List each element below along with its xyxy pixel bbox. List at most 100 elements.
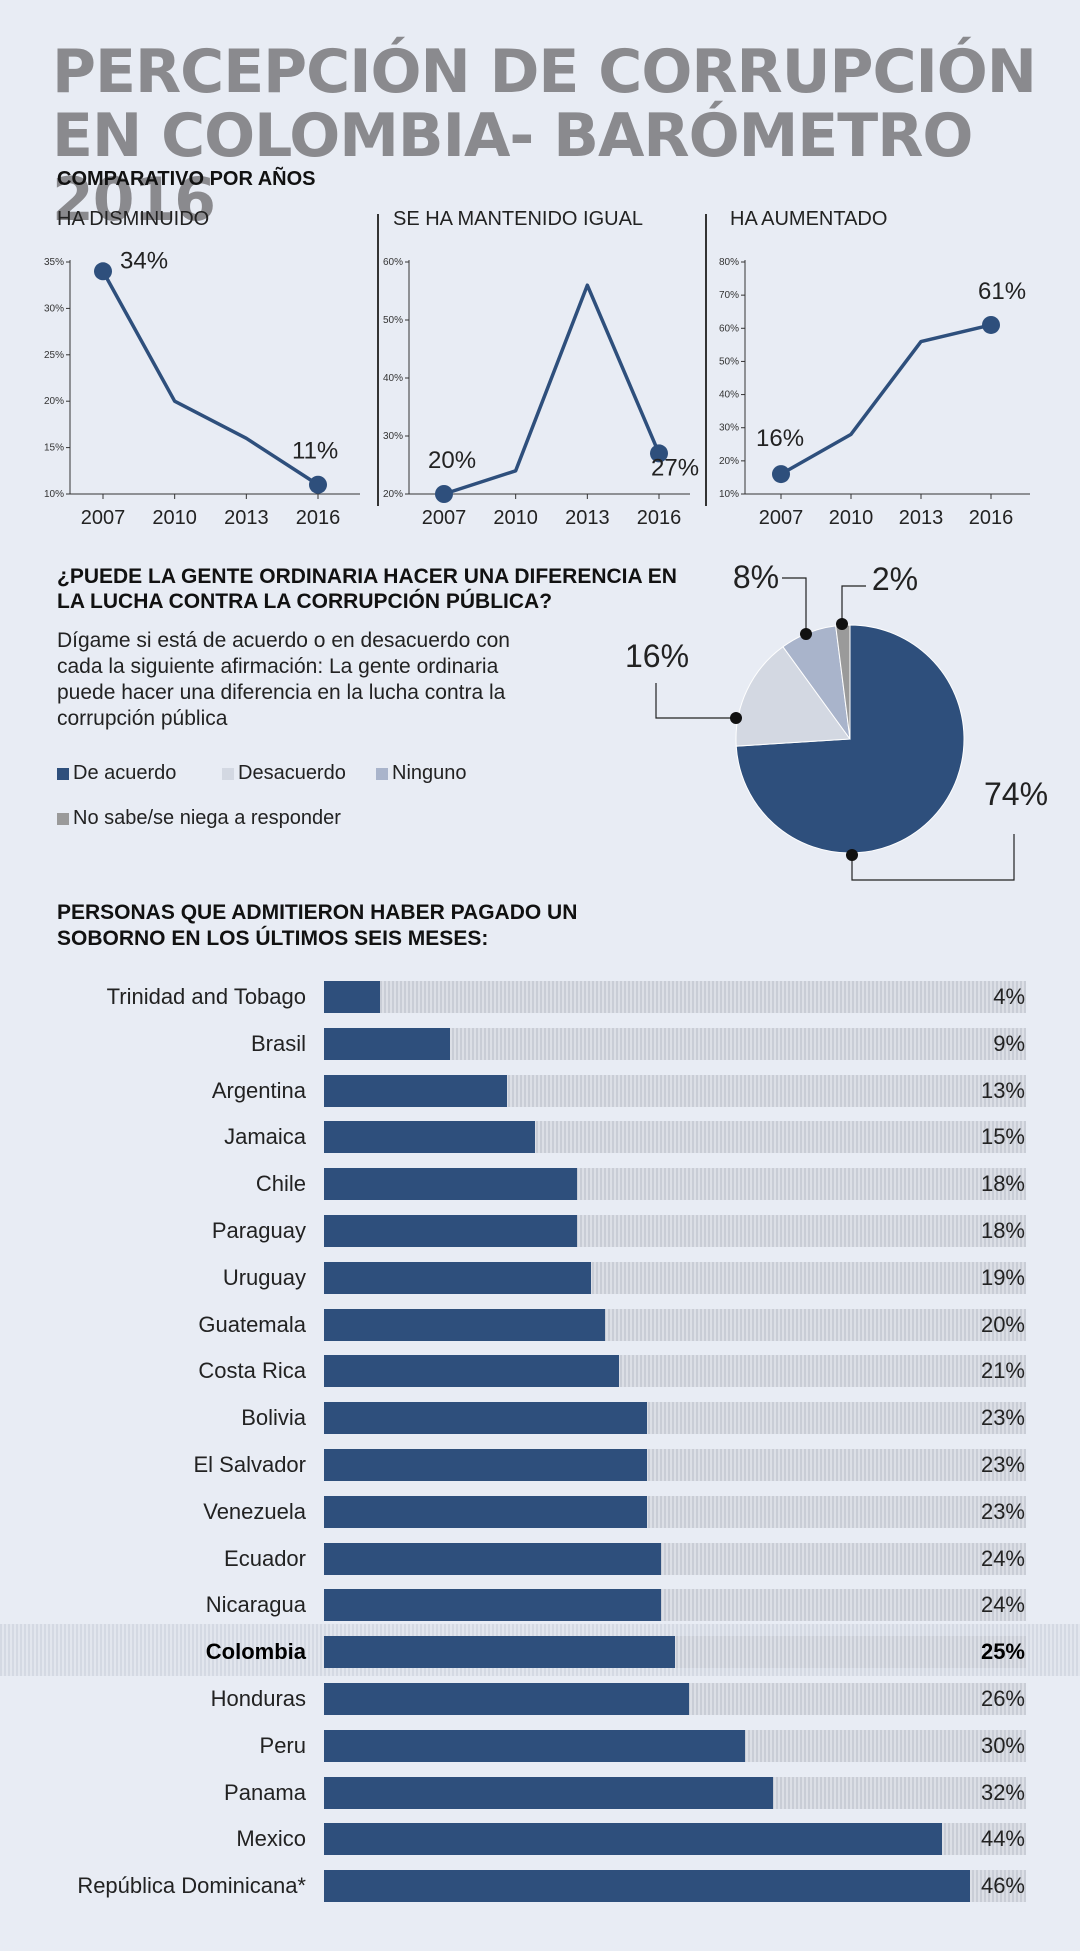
- bar-value-label: 46%: [980, 1873, 1025, 1899]
- bar-category-label: República Dominicana*: [77, 1873, 306, 1899]
- data-point: [650, 444, 668, 463]
- x-tick-label: 2013: [565, 507, 610, 529]
- bar-value-label: 19%: [980, 1264, 1025, 1290]
- bar-track: [324, 1074, 1026, 1107]
- bar-track: [324, 1449, 1026, 1481]
- y-tick-label: 10%: [719, 489, 739, 500]
- legend-swatch-no-answer: [57, 812, 69, 825]
- legend-item-no-answer: No sabe/se niega a responder: [57, 807, 341, 830]
- bar-track: [324, 1823, 1026, 1856]
- bar-row: Trinidad and Tobago 4%: [0, 979, 1080, 1015]
- slice-label: 74%: [984, 776, 1048, 812]
- y-tick-label: 30%: [44, 303, 64, 314]
- bar-category-label: Peru: [259, 1732, 306, 1758]
- x-tick-label: 2013: [224, 507, 269, 529]
- bar: [324, 1168, 577, 1201]
- bar-track: [324, 1870, 1026, 1903]
- leader-line: [655, 683, 736, 719]
- series-line: [443, 283, 661, 496]
- bar-category-label: Panama: [224, 1779, 306, 1805]
- bar-category-label: Uruguay: [222, 1264, 306, 1290]
- bar-row: Colombia 25%: [0, 1624, 1080, 1677]
- data-point: [94, 262, 112, 281]
- bar: [324, 1542, 661, 1575]
- x-tick-label: 2007: [81, 507, 126, 529]
- y-tick-label: 35%: [44, 257, 64, 268]
- legend-item-disagree: Desacuerdo: [222, 762, 346, 785]
- bar: [324, 1402, 647, 1435]
- x-tick-label: 2007: [422, 507, 467, 529]
- y-tick-label: 40%: [719, 390, 739, 401]
- bar-track: [324, 1636, 1026, 1669]
- bar: [324, 1683, 690, 1715]
- bar-row: Bolivia 23%: [0, 1400, 1080, 1436]
- bar-track: [324, 1542, 1026, 1575]
- bar-value-label: 9%: [993, 1030, 1025, 1056]
- line-chart-decreased: 10% 15% 20% 25% 30% 35% 2007 2010 2013 2016 34% 11%: [44, 247, 360, 529]
- bar-row: Peru 30%: [0, 1728, 1080, 1764]
- y-tick-label: 20%: [44, 396, 64, 407]
- legend-label: Ninguno: [392, 762, 467, 784]
- panel-separator: [705, 214, 707, 506]
- bar: [324, 1121, 535, 1154]
- x-tick-label: 2010: [493, 507, 538, 529]
- section-subtitle: COMPARATIVO POR AÑOS: [57, 168, 316, 190]
- data-label: 16%: [756, 425, 804, 452]
- bar: [324, 1636, 675, 1669]
- panel-title-decreased: HA DISMINUIDO: [57, 208, 210, 230]
- pie-prompt: Dígame si está de acuerdo o en desacuerd…: [57, 629, 510, 730]
- bar-row: Paraguay 18%: [0, 1213, 1080, 1249]
- panel-separator: [377, 214, 379, 506]
- bar-value-label: 18%: [980, 1171, 1025, 1197]
- legend-swatch-agree: [57, 767, 69, 780]
- bar-category-label: Bolivia: [241, 1405, 306, 1431]
- bar-row: Venezuela 23%: [0, 1494, 1080, 1530]
- bar-value-label: 32%: [980, 1779, 1025, 1805]
- bar-track: [324, 1121, 1026, 1154]
- panel-title-same: SE HA MANTENIDO IGUAL: [393, 208, 644, 230]
- bar-track: [324, 1729, 1026, 1762]
- pie-question: ¿PUEDE LA GENTE ORDINARIA HACER UNA DIFE…: [57, 565, 677, 613]
- leader-line: [851, 834, 1015, 881]
- bar-value-label: 21%: [980, 1358, 1025, 1384]
- bar: [324, 1355, 619, 1388]
- data-label: 20%: [428, 447, 476, 474]
- bar: [324, 1870, 970, 1903]
- bar-category-label: Ecuador: [224, 1545, 306, 1571]
- y-tick-label: 60%: [719, 323, 739, 334]
- y-tick-label: 30%: [719, 423, 739, 434]
- x-tick-label: 2013: [899, 507, 944, 529]
- slice-label: 2%: [872, 561, 918, 597]
- y-tick-label: 20%: [719, 456, 739, 467]
- bar-row: Mexico 44%: [0, 1821, 1080, 1857]
- data-point: [435, 485, 453, 503]
- bar: [324, 1589, 661, 1622]
- bar-value-label: 4%: [993, 984, 1025, 1009]
- x-tick-label: 2016: [296, 507, 341, 529]
- legend-swatch-none: [376, 767, 388, 780]
- bar-value-label: 20%: [980, 1311, 1025, 1337]
- bar-row: Brasil 9%: [0, 1026, 1080, 1062]
- bar-row: Nicaragua 24%: [0, 1587, 1080, 1623]
- bar-category-label: Honduras: [210, 1686, 306, 1711]
- legend-item-none: Ninguno: [376, 762, 467, 785]
- bar-category-label: Guatemala: [198, 1311, 306, 1337]
- legend-label: Desacuerdo: [238, 762, 346, 784]
- legend-label: De acuerdo: [73, 762, 177, 784]
- bar-value-label: 30%: [980, 1732, 1025, 1758]
- bar-value-label: 23%: [980, 1498, 1025, 1524]
- pie-slice: [735, 646, 851, 747]
- bar-value-label: 24%: [980, 1592, 1025, 1618]
- bar: [324, 1215, 577, 1247]
- bar-row: Panama 32%: [0, 1775, 1080, 1811]
- bar-chart-title: PERSONAS QUE ADMITIERON HABER PAGADO UN …: [57, 901, 578, 950]
- bar: [324, 1027, 451, 1060]
- bar-track: [324, 1261, 1026, 1294]
- bar-row: República Dominicana* 46%: [0, 1868, 1080, 1904]
- bar-row: Uruguay 19%: [0, 1260, 1080, 1296]
- bar-value-label: 25%: [980, 1639, 1025, 1665]
- legend-item-agree: De acuerdo: [57, 762, 176, 785]
- bar-row: Guatemala 20%: [0, 1307, 1080, 1343]
- bar: [324, 1823, 942, 1856]
- data-point: [309, 475, 327, 494]
